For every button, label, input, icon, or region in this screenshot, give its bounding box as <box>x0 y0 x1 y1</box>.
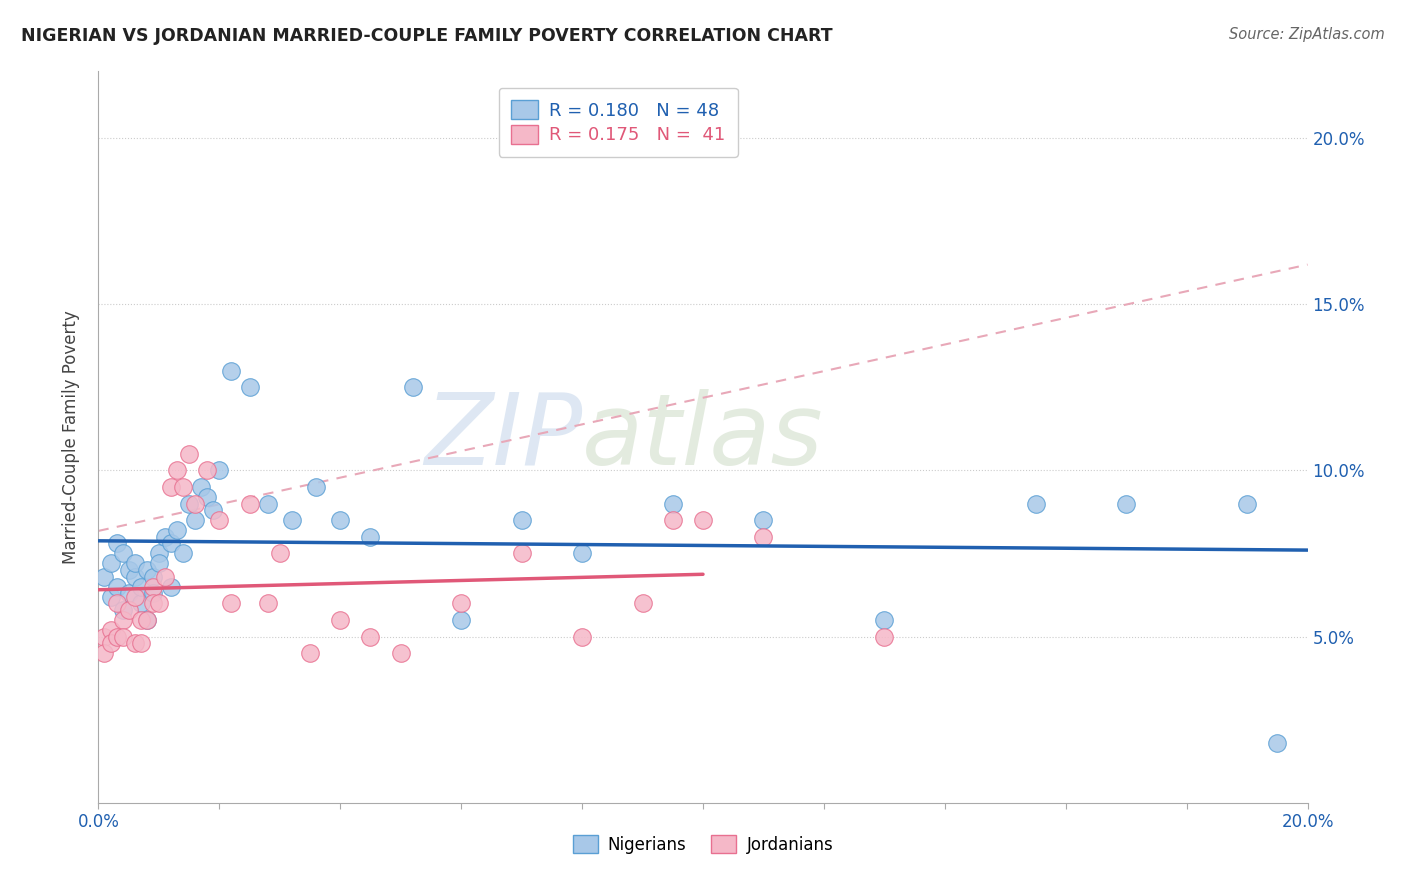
Point <box>239 497 262 511</box>
Point <box>208 463 231 477</box>
Point <box>1115 497 1137 511</box>
Point <box>142 596 165 610</box>
Point <box>360 630 382 644</box>
Point <box>111 603 134 617</box>
Point <box>631 596 654 610</box>
Point <box>329 613 352 627</box>
Point <box>148 546 170 560</box>
Point <box>202 503 225 517</box>
Point <box>179 497 201 511</box>
Point <box>873 630 896 644</box>
Point <box>571 546 593 560</box>
Text: ZIP: ZIP <box>423 389 582 485</box>
Point <box>93 570 115 584</box>
Point <box>105 596 128 610</box>
Point <box>153 570 176 584</box>
Point <box>172 480 194 494</box>
Point <box>510 513 533 527</box>
Point <box>160 536 183 550</box>
Point <box>124 636 146 650</box>
Point <box>172 546 194 560</box>
Point <box>148 557 170 571</box>
Point <box>208 513 231 527</box>
Point <box>510 546 533 560</box>
Point <box>100 623 122 637</box>
Point <box>135 613 157 627</box>
Point <box>105 630 128 644</box>
Point <box>450 596 472 610</box>
Text: Source: ZipAtlas.com: Source: ZipAtlas.com <box>1229 27 1385 42</box>
Point <box>124 570 146 584</box>
Point <box>752 513 775 527</box>
Text: atlas: atlas <box>582 389 824 485</box>
Y-axis label: Married-Couple Family Poverty: Married-Couple Family Poverty <box>62 310 80 564</box>
Point <box>129 613 152 627</box>
Point <box>450 613 472 627</box>
Point <box>402 380 425 394</box>
Point <box>118 586 141 600</box>
Point <box>179 447 201 461</box>
Point <box>752 530 775 544</box>
Point <box>142 570 165 584</box>
Point <box>299 646 322 660</box>
Point <box>118 603 141 617</box>
Point <box>105 536 128 550</box>
Point <box>195 490 218 504</box>
Point <box>305 480 328 494</box>
Point <box>142 586 165 600</box>
Point <box>389 646 412 660</box>
Point <box>100 557 122 571</box>
Point <box>129 596 152 610</box>
Point <box>239 380 262 394</box>
Point <box>124 590 146 604</box>
Point <box>111 546 134 560</box>
Point <box>129 580 152 594</box>
Point <box>124 557 146 571</box>
Point <box>153 530 176 544</box>
Point <box>93 646 115 660</box>
Point <box>111 630 134 644</box>
Point <box>281 513 304 527</box>
Point <box>111 613 134 627</box>
Point <box>221 596 243 610</box>
Point <box>661 497 683 511</box>
Point <box>129 636 152 650</box>
Point <box>1024 497 1046 511</box>
Point <box>166 463 188 477</box>
Point <box>571 630 593 644</box>
Point <box>360 530 382 544</box>
Point <box>142 580 165 594</box>
Point <box>118 563 141 577</box>
Point <box>692 513 714 527</box>
Point <box>160 480 183 494</box>
Point <box>269 546 291 560</box>
Point <box>93 630 115 644</box>
Point <box>190 480 212 494</box>
Point <box>256 596 278 610</box>
Point <box>105 580 128 594</box>
Point <box>256 497 278 511</box>
Point <box>148 596 170 610</box>
Point <box>160 580 183 594</box>
Point <box>1267 736 1289 750</box>
Point <box>661 513 683 527</box>
Point <box>135 613 157 627</box>
Point <box>184 513 207 527</box>
Text: NIGERIAN VS JORDANIAN MARRIED-COUPLE FAMILY POVERTY CORRELATION CHART: NIGERIAN VS JORDANIAN MARRIED-COUPLE FAM… <box>21 27 832 45</box>
Point <box>166 523 188 537</box>
Point <box>221 363 243 377</box>
Point <box>195 463 218 477</box>
Point <box>135 563 157 577</box>
Point <box>1236 497 1258 511</box>
Point <box>100 636 122 650</box>
Point <box>873 613 896 627</box>
Point <box>100 590 122 604</box>
Legend: Nigerians, Jordanians: Nigerians, Jordanians <box>567 829 839 860</box>
Point <box>329 513 352 527</box>
Point <box>184 497 207 511</box>
